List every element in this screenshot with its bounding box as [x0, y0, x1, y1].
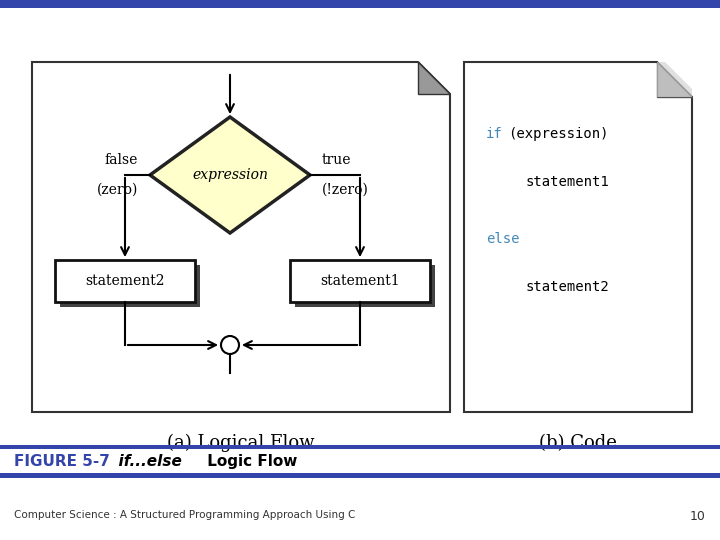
Text: (!zero): (!zero) [322, 183, 369, 197]
Bar [290, 260, 430, 302]
Text: (a) Logical Flow: (a) Logical Flow [167, 434, 315, 453]
Bar [0, 473, 720, 478]
Text: expression: expression [192, 168, 268, 182]
Bar [60, 265, 200, 307]
Text: true: true [322, 153, 351, 167]
Text: FIGURE 5-7: FIGURE 5-7 [14, 454, 110, 469]
Text: false: false [104, 153, 138, 167]
Text: if...else: if...else [108, 454, 182, 469]
Polygon shape [150, 117, 310, 233]
Text: statement2: statement2 [526, 280, 610, 294]
Bar [0, 445, 720, 449]
Polygon shape [464, 62, 692, 412]
Text: else: else [486, 232, 520, 246]
Polygon shape [32, 62, 450, 412]
Polygon shape [418, 62, 450, 94]
Text: statement1: statement1 [320, 274, 400, 288]
Text: if: if [486, 127, 503, 141]
Text: statement1: statement1 [526, 175, 610, 189]
Bar [295, 265, 435, 307]
Bar [0, 0, 720, 8]
Text: Computer Science : A Structured Programming Approach Using C: Computer Science : A Structured Programm… [14, 510, 356, 520]
Text: (b) Code: (b) Code [539, 434, 617, 452]
Polygon shape [657, 62, 692, 97]
Text: (zero): (zero) [96, 183, 138, 197]
Polygon shape [657, 62, 692, 97]
Text: Logic Flow: Logic Flow [202, 454, 297, 469]
Text: 10: 10 [690, 510, 706, 523]
Circle shape [221, 336, 239, 354]
Text: (expression): (expression) [508, 127, 608, 141]
Bar [55, 260, 195, 302]
Text: statement2: statement2 [85, 274, 165, 288]
